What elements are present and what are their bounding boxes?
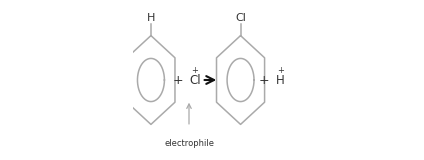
Text: Cl: Cl: [235, 13, 246, 23]
Text: Cl: Cl: [189, 73, 201, 87]
Text: +: +: [192, 66, 198, 75]
Text: +: +: [277, 66, 284, 75]
Text: H: H: [276, 73, 285, 87]
Text: electrophile: electrophile: [164, 139, 214, 148]
Text: +: +: [173, 73, 183, 87]
Text: H: H: [147, 13, 155, 23]
Text: +: +: [258, 73, 269, 87]
